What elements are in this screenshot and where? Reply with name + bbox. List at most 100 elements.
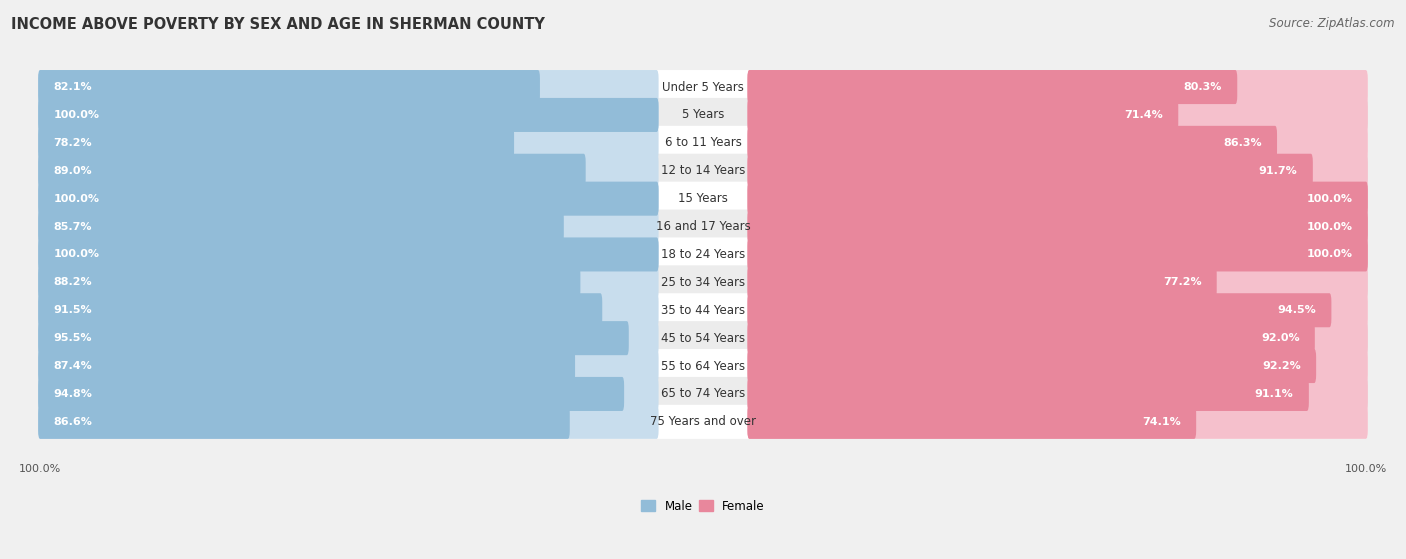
FancyBboxPatch shape (748, 182, 1368, 216)
Text: Source: ZipAtlas.com: Source: ZipAtlas.com (1270, 17, 1395, 30)
Text: Under 5 Years: Under 5 Years (662, 80, 744, 93)
FancyBboxPatch shape (38, 377, 624, 411)
FancyBboxPatch shape (38, 405, 569, 439)
Text: 100.0%: 100.0% (1306, 193, 1353, 203)
FancyBboxPatch shape (38, 238, 1368, 272)
FancyBboxPatch shape (38, 210, 564, 244)
Text: 94.5%: 94.5% (1278, 305, 1316, 315)
FancyBboxPatch shape (748, 210, 1368, 244)
Text: 94.8%: 94.8% (53, 389, 93, 399)
FancyBboxPatch shape (38, 182, 658, 216)
Text: 45 to 54 Years: 45 to 54 Years (661, 331, 745, 345)
Text: 80.3%: 80.3% (1184, 82, 1222, 92)
FancyBboxPatch shape (748, 238, 1368, 272)
FancyBboxPatch shape (748, 210, 1368, 244)
FancyBboxPatch shape (748, 266, 1216, 300)
Text: 100.0%: 100.0% (53, 193, 100, 203)
Text: 88.2%: 88.2% (53, 277, 91, 287)
FancyBboxPatch shape (748, 377, 1309, 411)
FancyBboxPatch shape (748, 98, 1178, 132)
FancyBboxPatch shape (748, 154, 1368, 188)
Text: 55 to 64 Years: 55 to 64 Years (661, 359, 745, 372)
FancyBboxPatch shape (38, 98, 658, 132)
FancyBboxPatch shape (38, 182, 658, 216)
Text: 91.5%: 91.5% (53, 305, 91, 315)
FancyBboxPatch shape (38, 154, 1368, 188)
Text: 100.0%: 100.0% (53, 249, 100, 259)
FancyBboxPatch shape (38, 126, 1368, 160)
FancyBboxPatch shape (748, 266, 1368, 300)
Text: 65 to 74 Years: 65 to 74 Years (661, 387, 745, 400)
Text: 18 to 24 Years: 18 to 24 Years (661, 248, 745, 261)
FancyBboxPatch shape (748, 126, 1277, 160)
FancyBboxPatch shape (38, 210, 658, 244)
Text: 15 Years: 15 Years (678, 192, 728, 205)
Text: 78.2%: 78.2% (53, 138, 91, 148)
FancyBboxPatch shape (38, 293, 602, 327)
FancyBboxPatch shape (748, 98, 1368, 132)
Text: 16 and 17 Years: 16 and 17 Years (655, 220, 751, 233)
Text: 87.4%: 87.4% (53, 361, 93, 371)
FancyBboxPatch shape (748, 377, 1368, 411)
Text: 100.0%: 100.0% (1306, 221, 1353, 231)
Text: 91.7%: 91.7% (1258, 166, 1298, 176)
Text: 86.3%: 86.3% (1223, 138, 1261, 148)
Text: 89.0%: 89.0% (53, 166, 91, 176)
Text: 100.0%: 100.0% (1306, 249, 1353, 259)
FancyBboxPatch shape (38, 238, 658, 272)
Text: 25 to 34 Years: 25 to 34 Years (661, 276, 745, 289)
Text: 77.2%: 77.2% (1163, 277, 1202, 287)
FancyBboxPatch shape (748, 349, 1368, 383)
FancyBboxPatch shape (748, 293, 1331, 327)
FancyBboxPatch shape (748, 405, 1368, 439)
Text: 92.0%: 92.0% (1261, 333, 1299, 343)
Text: 86.6%: 86.6% (53, 417, 93, 427)
Text: 12 to 14 Years: 12 to 14 Years (661, 164, 745, 177)
Text: 91.1%: 91.1% (1256, 389, 1294, 399)
FancyBboxPatch shape (38, 321, 628, 355)
FancyBboxPatch shape (38, 154, 586, 188)
FancyBboxPatch shape (748, 349, 1316, 383)
FancyBboxPatch shape (38, 70, 540, 104)
FancyBboxPatch shape (748, 293, 1368, 327)
FancyBboxPatch shape (748, 126, 1368, 160)
FancyBboxPatch shape (38, 349, 658, 383)
FancyBboxPatch shape (38, 321, 658, 355)
Text: 85.7%: 85.7% (53, 221, 91, 231)
Text: 35 to 44 Years: 35 to 44 Years (661, 304, 745, 317)
Text: 92.2%: 92.2% (1263, 361, 1301, 371)
FancyBboxPatch shape (38, 405, 1368, 439)
FancyBboxPatch shape (748, 70, 1368, 104)
FancyBboxPatch shape (38, 70, 1368, 104)
FancyBboxPatch shape (748, 238, 1368, 272)
FancyBboxPatch shape (38, 266, 1368, 300)
Text: 82.1%: 82.1% (53, 82, 91, 92)
FancyBboxPatch shape (38, 266, 581, 300)
Text: 75 Years and over: 75 Years and over (650, 415, 756, 428)
Text: 100.0%: 100.0% (53, 110, 100, 120)
Text: 95.5%: 95.5% (53, 333, 91, 343)
FancyBboxPatch shape (38, 377, 658, 411)
FancyBboxPatch shape (38, 126, 658, 160)
FancyBboxPatch shape (38, 154, 658, 188)
FancyBboxPatch shape (38, 377, 1368, 411)
Text: INCOME ABOVE POVERTY BY SEX AND AGE IN SHERMAN COUNTY: INCOME ABOVE POVERTY BY SEX AND AGE IN S… (11, 17, 546, 32)
FancyBboxPatch shape (38, 98, 1368, 132)
FancyBboxPatch shape (38, 70, 658, 104)
Legend: Male, Female: Male, Female (637, 495, 769, 518)
FancyBboxPatch shape (38, 405, 658, 439)
Text: 5 Years: 5 Years (682, 108, 724, 121)
FancyBboxPatch shape (38, 321, 1368, 355)
FancyBboxPatch shape (38, 182, 1368, 216)
FancyBboxPatch shape (38, 293, 1368, 327)
FancyBboxPatch shape (748, 405, 1197, 439)
FancyBboxPatch shape (38, 210, 1368, 244)
FancyBboxPatch shape (38, 238, 658, 272)
FancyBboxPatch shape (38, 266, 658, 300)
FancyBboxPatch shape (38, 349, 1368, 383)
FancyBboxPatch shape (38, 126, 515, 160)
FancyBboxPatch shape (748, 154, 1313, 188)
Text: 74.1%: 74.1% (1142, 417, 1181, 427)
FancyBboxPatch shape (38, 98, 658, 132)
Text: 71.4%: 71.4% (1125, 110, 1163, 120)
